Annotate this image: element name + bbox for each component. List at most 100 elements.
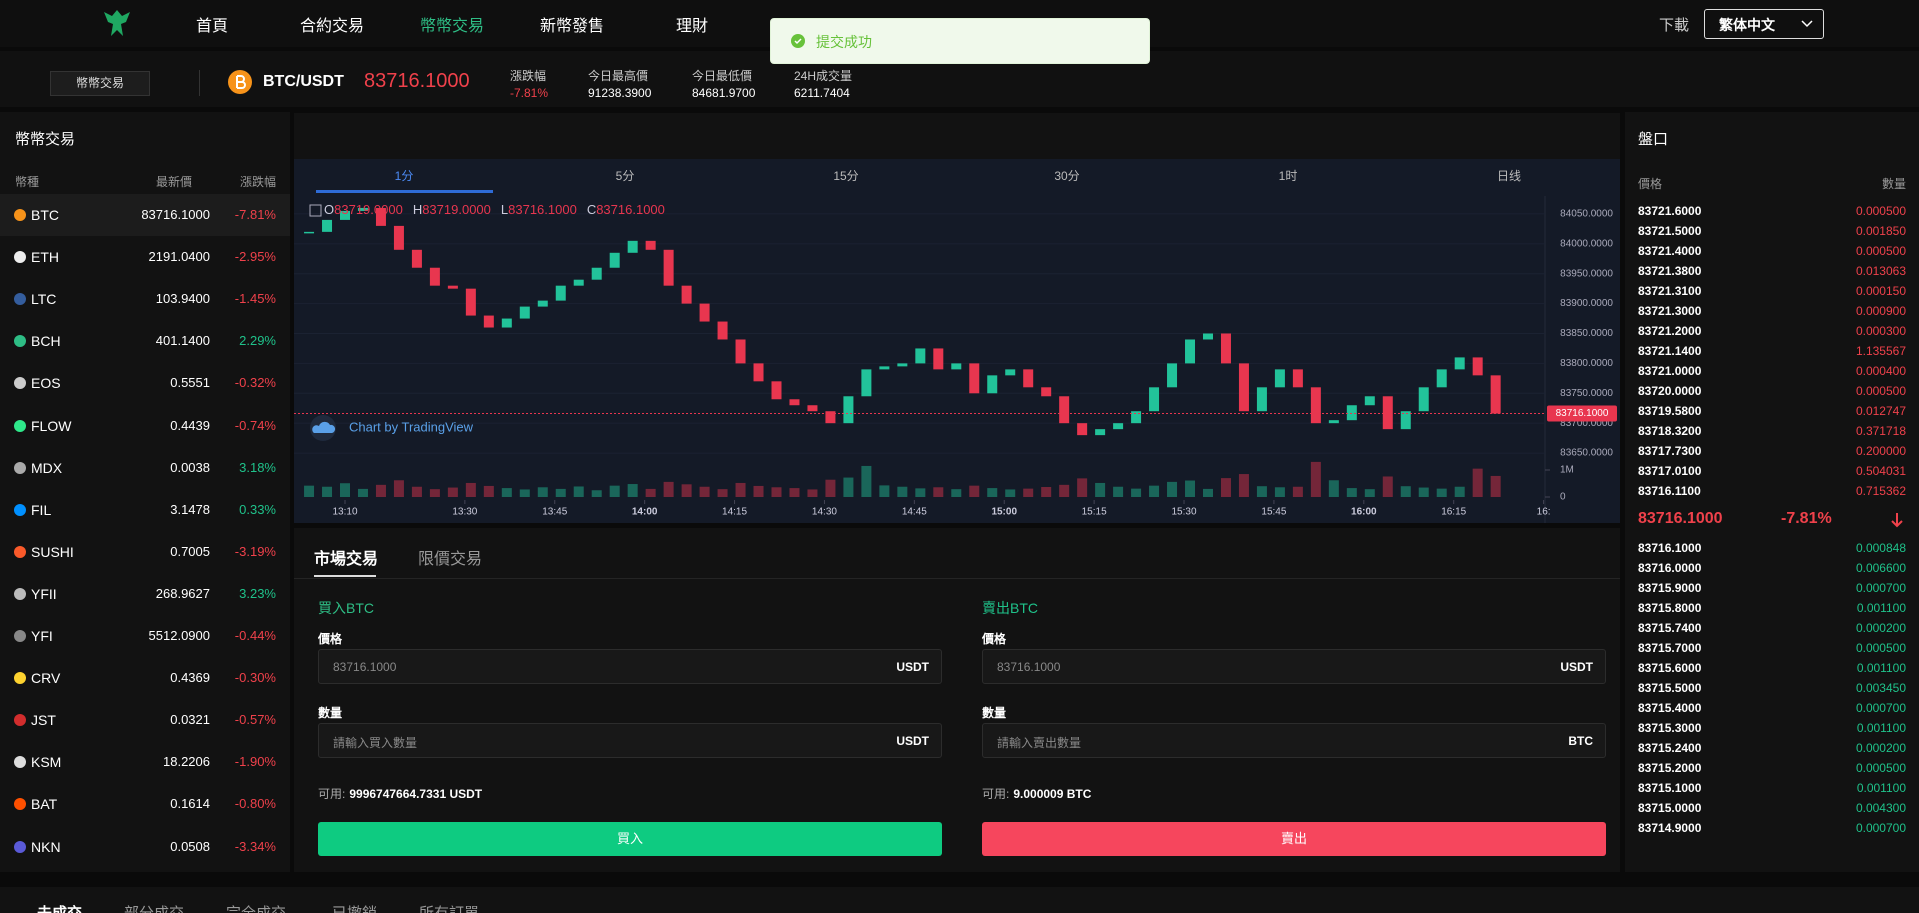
volume-bar bbox=[1275, 487, 1285, 497]
volume-bar bbox=[915, 488, 925, 497]
x-tick-label: 14:00 bbox=[632, 507, 658, 518]
column-header: 漲跌幅 bbox=[240, 173, 276, 190]
book-amount: 0.000500 bbox=[1856, 384, 1906, 398]
market-row[interactable]: SUSHI0.7005-3.19% bbox=[0, 531, 290, 573]
logo[interactable] bbox=[100, 6, 134, 40]
market-row[interactable]: YFII268.96273.23% bbox=[0, 573, 290, 615]
tab-underline bbox=[314, 575, 376, 577]
interval-tab[interactable]: 5分 bbox=[616, 169, 635, 183]
trade-tab[interactable]: 市場交易 bbox=[314, 545, 378, 569]
input[interactable]: 請輸入買入數量USDT bbox=[318, 723, 942, 758]
candle bbox=[556, 286, 566, 301]
column-header: 最新價 bbox=[156, 173, 192, 190]
volume-bar bbox=[1023, 489, 1033, 497]
nav-item[interactable]: 理財 bbox=[676, 12, 708, 36]
volume-bar bbox=[556, 489, 566, 497]
market-row[interactable]: YFI5512.0900-0.44% bbox=[0, 615, 290, 657]
candle bbox=[1491, 375, 1501, 413]
interval-tab[interactable]: 15分 bbox=[833, 169, 858, 183]
volume-bar bbox=[1419, 488, 1429, 497]
market-row[interactable]: BTC83716.1000-7.81% bbox=[0, 194, 290, 236]
interval-tab[interactable]: 30分 bbox=[1054, 169, 1079, 183]
book-price: 83715.1000 bbox=[1638, 781, 1701, 795]
market-row[interactable]: FLOW0.4439-0.74% bbox=[0, 405, 290, 447]
book-amount: 0.715362 bbox=[1856, 484, 1906, 498]
ohlc-key: L bbox=[501, 202, 508, 217]
coin-name: NKN bbox=[31, 839, 61, 855]
market-row[interactable]: MDX0.00383.18% bbox=[0, 447, 290, 489]
candle bbox=[879, 366, 889, 369]
submit-button[interactable]: 買入 bbox=[318, 822, 942, 856]
market-row[interactable]: ETH2191.0400-2.95% bbox=[0, 236, 290, 278]
nav-item[interactable]: 合約交易 bbox=[300, 12, 364, 36]
book-price: 83715.4000 bbox=[1638, 701, 1701, 715]
language-label: 繁体中文 bbox=[1719, 15, 1775, 35]
x-tick-label: 16: bbox=[1537, 507, 1551, 518]
volume-bar bbox=[628, 484, 638, 497]
book-amount: 0.001100 bbox=[1857, 781, 1906, 795]
volume-bar bbox=[466, 483, 476, 497]
candle bbox=[915, 348, 925, 363]
orders-tab[interactable]: 已撤銷 bbox=[332, 902, 377, 913]
available-label: 可用: bbox=[982, 787, 1009, 801]
orders-tab[interactable]: 所有訂單 bbox=[419, 902, 479, 913]
x-tick-label: 13:45 bbox=[542, 507, 567, 518]
candle bbox=[1095, 429, 1105, 435]
candle bbox=[322, 220, 332, 232]
volume-bar bbox=[1005, 489, 1015, 497]
market-row[interactable]: KSM18.2206-1.90% bbox=[0, 741, 290, 783]
volume-bar bbox=[1149, 486, 1159, 497]
available: 可用:9996747664.7331 USDT bbox=[318, 785, 482, 802]
ticker-tab[interactable]: 幣幣交易 bbox=[50, 71, 150, 96]
language-select[interactable]: 繁体中文 bbox=[1704, 9, 1824, 39]
input[interactable]: 請輸入賣出數量BTC bbox=[982, 723, 1606, 758]
orders-tab[interactable]: 完全成交 bbox=[226, 902, 286, 913]
stat-label: 今日最高價 bbox=[588, 67, 648, 84]
book-amount: 0.200000 bbox=[1856, 444, 1906, 458]
nav-item[interactable]: 新幣發售 bbox=[540, 12, 604, 36]
down-arrow bbox=[1890, 512, 1904, 528]
input[interactable]: 83716.1000USDT bbox=[982, 649, 1606, 684]
book-price: 83721.4000 bbox=[1638, 244, 1701, 258]
candle bbox=[897, 363, 907, 366]
download-link[interactable]: 下載 bbox=[1659, 14, 1689, 35]
market-row[interactable]: FIL3.14780.33% bbox=[0, 489, 290, 531]
chevron bbox=[1801, 20, 1813, 28]
interval-tab[interactable]: 1时 bbox=[1279, 169, 1298, 183]
candle bbox=[951, 363, 961, 369]
x-tick-label: 14:45 bbox=[902, 507, 927, 518]
book-price: 83721.0000 bbox=[1638, 364, 1701, 378]
book-amount: 0.000500 bbox=[1856, 641, 1906, 655]
orders-tab[interactable]: 未成交 bbox=[37, 902, 82, 913]
input[interactable]: 83716.1000USDT bbox=[318, 649, 942, 684]
trade-tab[interactable]: 限價交易 bbox=[418, 545, 482, 569]
market-row[interactable]: BCH401.14002.29% bbox=[0, 320, 290, 362]
field-label: 價格 bbox=[318, 630, 342, 647]
submit-button[interactable]: 賣出 bbox=[982, 822, 1606, 856]
volume-bar bbox=[322, 487, 332, 497]
coin-name: EOS bbox=[31, 375, 61, 391]
book-amount: 0.001100 bbox=[1857, 721, 1906, 735]
interval-tab[interactable]: 日线 bbox=[1497, 169, 1521, 183]
market-row[interactable]: BAT0.1614-0.80% bbox=[0, 783, 290, 825]
coin-price: 0.4439 bbox=[170, 418, 210, 433]
market-row[interactable]: JST0.0321-0.57% bbox=[0, 699, 290, 741]
volume-bar bbox=[951, 489, 961, 497]
book-amount: 0.000500 bbox=[1856, 761, 1906, 775]
candle bbox=[1077, 423, 1087, 435]
volume-bar bbox=[484, 486, 494, 497]
coin-name: MDX bbox=[31, 460, 62, 476]
nav-item[interactable]: 幣幣交易 bbox=[420, 12, 484, 36]
interval-tab[interactable]: 1分 bbox=[395, 169, 414, 183]
orders-tab[interactable]: 部分成交 bbox=[124, 902, 184, 913]
candle bbox=[1329, 420, 1339, 423]
volume-bar bbox=[592, 490, 602, 497]
coin-icon bbox=[14, 504, 26, 516]
candle bbox=[1275, 369, 1285, 387]
market-row[interactable]: NKN0.0508-3.34% bbox=[0, 826, 290, 868]
book-amount: 0.000848 bbox=[1856, 541, 1906, 555]
market-row[interactable]: EOS0.5551-0.32% bbox=[0, 362, 290, 404]
nav-item[interactable]: 首頁 bbox=[196, 12, 228, 36]
market-row[interactable]: LTC103.9400-1.45% bbox=[0, 278, 290, 320]
market-row[interactable]: CRV0.4369-0.30% bbox=[0, 657, 290, 699]
